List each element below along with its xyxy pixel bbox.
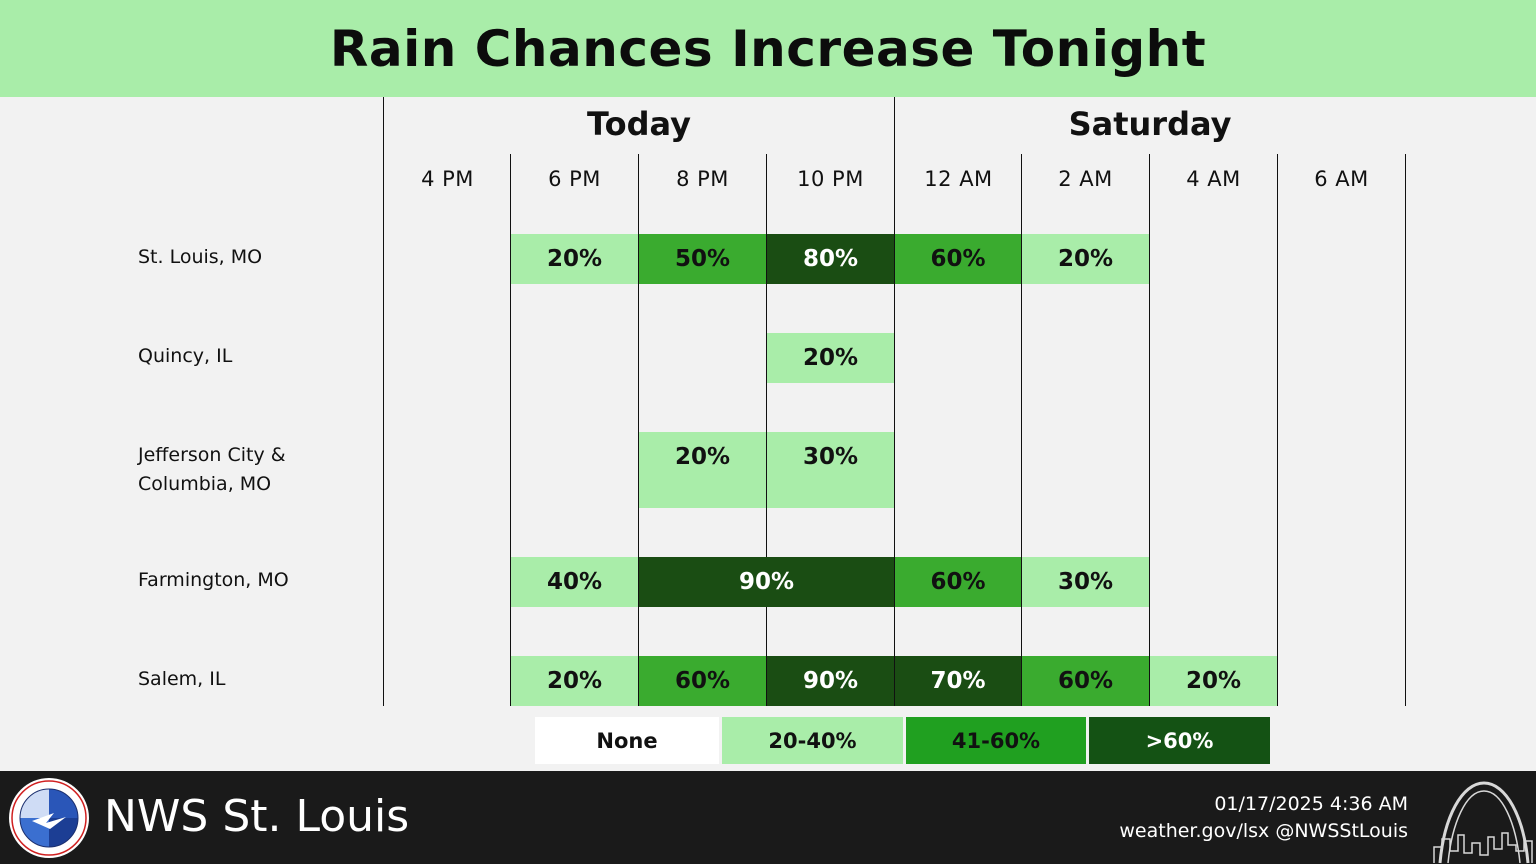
location-label-line-1: Jefferson City & [138,444,286,466]
footer-links: weather.gov/lsx @NWSStLouis [1119,820,1408,842]
rain-cell: 60% [895,234,1021,284]
grid-line [1149,154,1150,706]
grid-line [510,154,511,706]
legend-41-60: 41-60% [906,717,1086,764]
brand-name: NWS St. Louis [104,791,410,842]
time-header: 6 PM [548,167,601,191]
rain-cell: 50% [639,234,766,284]
rain-cell: 70% [895,656,1021,706]
time-header: 6 AM [1314,167,1369,191]
timestamp: 01/17/2025 4:36 AM [1214,793,1408,815]
rain-cell: 20% [639,432,766,508]
grid-line [1021,154,1022,706]
location-label-quincy: Quincy, IL [138,345,233,367]
page-title: Rain Chances Increase Tonight [329,19,1207,78]
time-header: 12 AM [924,167,993,191]
time-header: 10 PM [797,167,864,191]
time-header: 2 AM [1058,167,1113,191]
rain-cell: 40% [511,557,638,607]
grid-line [766,154,767,706]
rain-cell: 20% [511,656,638,706]
grid-line [1405,154,1406,706]
time-header: 8 PM [676,167,729,191]
grid-line [383,97,384,706]
time-header: 4 PM [421,167,474,191]
legend-none: None [535,717,719,764]
rain-cell: 30% [1022,557,1149,607]
rain-cell: 90% [639,557,894,607]
footer-bar: NWS St. Louis 01/17/2025 4:36 AM weather… [0,771,1536,864]
rain-cell: 80% [767,234,894,284]
rain-cell: 20% [511,234,638,284]
location-label-farmington: Farmington, MO [138,569,289,591]
rain-cell: 30% [767,432,894,508]
legend-over-60: >60% [1089,717,1270,764]
legend-20-40: 20-40% [722,717,903,764]
grid-line [1277,154,1278,706]
rain-cell: 20% [767,333,894,383]
grid-line [638,154,639,706]
nws-logo-icon [9,778,89,858]
location-label-salem: Salem, IL [138,668,226,690]
title-banner: Rain Chances Increase Tonight [0,0,1536,97]
location-label-jefferson-city: Jefferson City & Columbia, MO [138,441,286,499]
location-label-st-louis: St. Louis, MO [138,246,263,268]
grid-line [894,97,895,706]
location-label-line-2: Columbia, MO [138,473,272,495]
footer-info: 01/17/2025 4:36 AM weather.gov/lsx @NWSS… [1119,791,1408,845]
day-header-today: Today [587,105,691,143]
rain-cell: 60% [1022,656,1149,706]
day-header-saturday: Saturday [1068,105,1232,143]
rain-cell: 90% [767,656,894,706]
gateway-arch-icon [1433,781,1533,864]
rain-cell: 20% [1150,656,1277,706]
time-header: 4 AM [1186,167,1241,191]
rain-cell: 60% [895,557,1021,607]
rain-cell: 20% [1022,234,1149,284]
rain-cell: 60% [639,656,766,706]
